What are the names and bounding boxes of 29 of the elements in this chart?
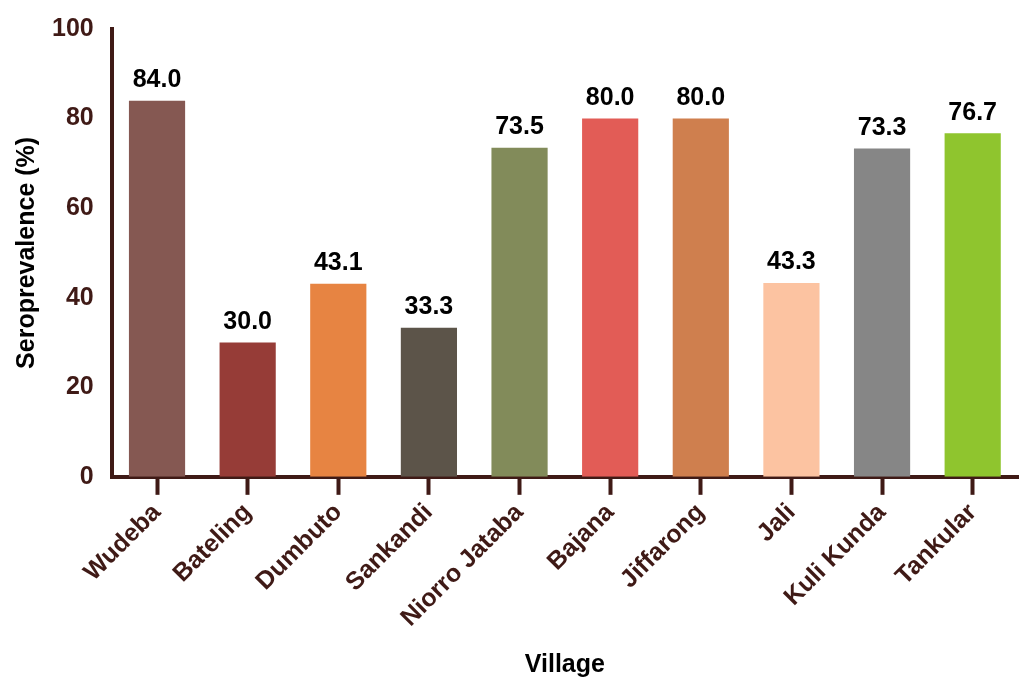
y-tick-label: 60 [65,192,94,221]
x-axis-title: Village [524,648,606,677]
bar [672,118,729,477]
data-label: 80.0 [676,81,726,110]
data-label: 84.0 [132,64,182,93]
bar [491,147,548,477]
y-tick-label: 20 [65,371,94,400]
bar [219,342,276,477]
bar [128,100,186,477]
data-label: 33.3 [404,291,454,320]
data-label: 43.1 [313,247,363,276]
data-label: 43.3 [767,246,816,275]
data-label: 73.3 [857,111,907,140]
bar [400,327,458,477]
data-label: 80.0 [585,81,635,110]
y-axis-title: Seroprevalence (%) [10,136,39,369]
x-tick-label: Jali [750,497,800,547]
bar [582,118,639,477]
bar [853,148,911,477]
data-label: 76.7 [948,96,998,125]
data-label: 73.5 [495,111,544,140]
y-tick-label: 100 [51,12,94,41]
bar [763,282,820,477]
bar [944,133,1001,477]
bar [310,283,367,477]
y-tick-label: 80 [65,102,94,131]
data-label: 30.0 [223,305,272,334]
y-tick-label: 0 [79,460,94,489]
y-tick-label: 40 [65,281,94,310]
